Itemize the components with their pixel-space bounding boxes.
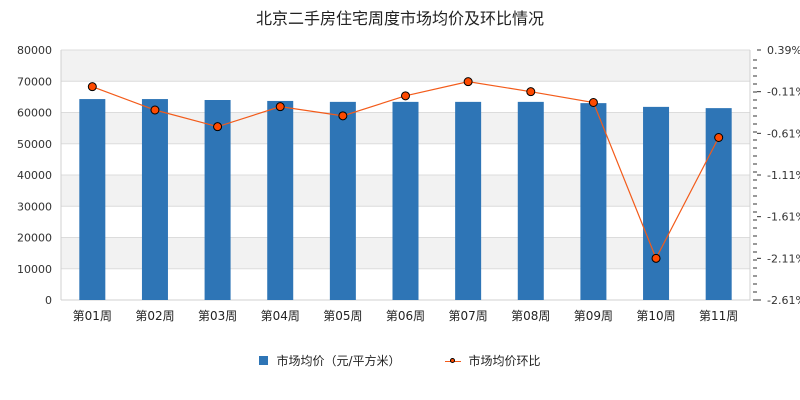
x-axis-tick-label: 第09周 — [574, 309, 613, 323]
legend: 市场均价（元/平方米） 市场均价环比 — [0, 352, 800, 369]
y-axis-tick-label: 0 — [45, 294, 52, 307]
y-axis-tick-label: 60000 — [17, 107, 52, 120]
bar — [329, 101, 356, 300]
line-point-marker — [213, 122, 223, 132]
bar — [141, 99, 168, 300]
line-point-marker — [526, 87, 536, 97]
line-point-marker — [275, 102, 285, 112]
y-axis-tick-label: 30000 — [17, 200, 52, 213]
bar-swatch-icon — [259, 356, 269, 365]
x-axis-tick-label: 第01周 — [73, 309, 112, 323]
x-axis-tick-label: 第08周 — [511, 309, 550, 323]
x-axis-tick-label: 第03周 — [198, 309, 237, 323]
legend-item-price[interactable]: 市场均价（元/平方米） — [259, 352, 401, 369]
x-axis-tick-label: 第04周 — [261, 309, 300, 323]
y2-axis-tick-label: -0.11% — [767, 86, 800, 99]
line-marker-swatch-icon — [444, 357, 461, 365]
x-axis-tick-label: 第10周 — [636, 309, 675, 323]
bar — [455, 101, 482, 300]
line-point-marker — [401, 91, 410, 101]
y-axis-tick-label: 40000 — [17, 169, 52, 182]
bar — [392, 101, 419, 300]
bar — [79, 99, 106, 300]
y2-axis-tick-label: -1.61% — [767, 211, 800, 224]
y-axis-tick-label: 10000 — [17, 263, 52, 276]
y-axis-tick-label: 50000 — [17, 138, 52, 151]
y-axis-tick-label: 80000 — [17, 44, 52, 57]
grid-band — [61, 50, 750, 82]
line-point-marker — [338, 111, 348, 121]
x-axis-tick-label: 第07周 — [448, 309, 487, 323]
y2-axis-tick-label: -1.11% — [767, 169, 800, 182]
legend-item-change[interactable]: 市场均价环比 — [444, 352, 541, 369]
y2-axis-tick-label: -2.61% — [767, 294, 800, 307]
y-axis-tick-label: 70000 — [17, 75, 52, 88]
bar — [643, 106, 670, 300]
x-axis-tick-label: 第11周 — [699, 309, 738, 323]
line-point-marker — [87, 82, 97, 92]
line-point-marker — [463, 77, 473, 87]
legend-label-change: 市场均价环比 — [468, 354, 541, 368]
y2-axis-tick-label: -2.11% — [767, 252, 800, 265]
chart-title: 北京二手房住宅周度市场均价及环比情况 — [255, 9, 544, 28]
line-point-marker — [150, 105, 160, 115]
bar — [580, 103, 607, 300]
y2-axis-tick-label: -0.61% — [767, 127, 800, 140]
bar — [204, 100, 231, 300]
x-axis-tick-label: 第02周 — [135, 309, 174, 323]
line-point-marker — [651, 253, 661, 263]
y2-axis-tick-label: 0.39% — [767, 44, 800, 57]
line-point-marker — [714, 133, 724, 142]
x-axis-tick-label: 第05周 — [323, 309, 362, 323]
bar — [517, 101, 544, 300]
line-point-marker — [588, 98, 598, 107]
bar — [267, 100, 294, 300]
x-axis-tick-label: 第06周 — [386, 309, 425, 323]
y-axis-tick-label: 20000 — [17, 232, 52, 245]
legend-label-price: 市场均价（元/平方米） — [276, 354, 401, 368]
